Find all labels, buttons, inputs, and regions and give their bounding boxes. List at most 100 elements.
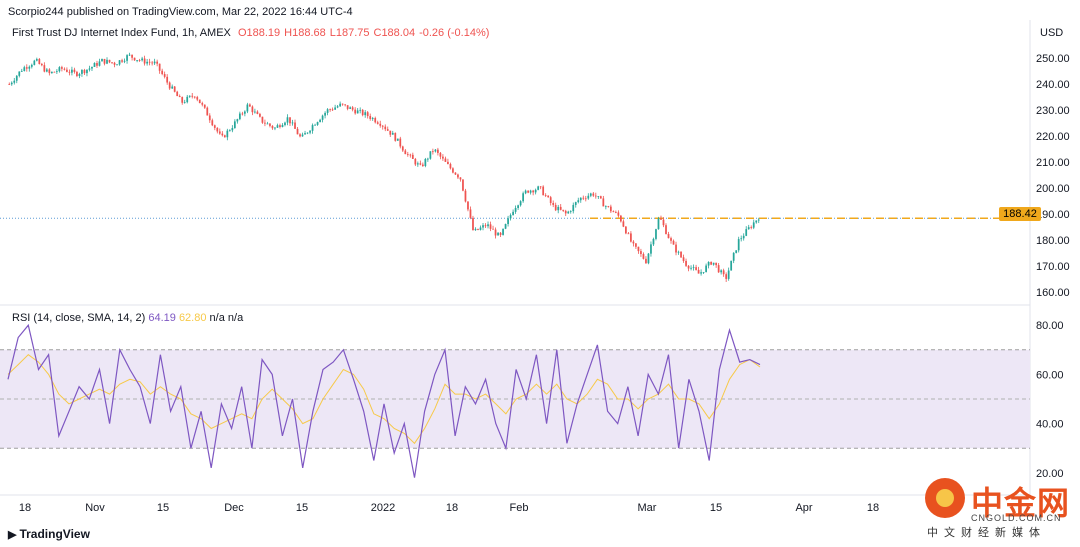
candle-body bbox=[396, 138, 399, 141]
candle-body bbox=[715, 262, 718, 266]
candle-body bbox=[547, 195, 550, 198]
candle-body bbox=[20, 70, 23, 72]
candle-body bbox=[635, 243, 637, 247]
candle-body bbox=[432, 151, 434, 153]
candle-body bbox=[457, 174, 459, 178]
candle-body bbox=[226, 130, 229, 138]
candle-body bbox=[700, 272, 702, 274]
candle-body bbox=[351, 107, 354, 110]
candle-body bbox=[218, 131, 221, 134]
candle-body bbox=[186, 96, 189, 103]
candle-body bbox=[294, 122, 296, 129]
candle-body bbox=[68, 71, 71, 73]
candle-body bbox=[231, 127, 234, 131]
candle-body bbox=[73, 69, 76, 72]
candle-body bbox=[722, 270, 725, 275]
candle-body bbox=[221, 133, 224, 136]
time-tick-label: 18 bbox=[446, 502, 458, 514]
candle-body bbox=[614, 212, 617, 213]
candle-body bbox=[344, 104, 347, 106]
candle-body bbox=[166, 76, 169, 83]
candle-body bbox=[86, 69, 88, 74]
candle-body bbox=[361, 109, 364, 116]
candle-body bbox=[138, 60, 141, 61]
candle-body bbox=[128, 54, 131, 56]
candle-body bbox=[444, 158, 447, 162]
candle-body bbox=[426, 158, 429, 160]
candle-body bbox=[181, 97, 184, 103]
candle-body bbox=[670, 238, 672, 241]
candle-body bbox=[35, 59, 38, 61]
time-tick-label: Feb bbox=[510, 502, 529, 514]
candle-body bbox=[133, 57, 136, 61]
candle-body bbox=[477, 228, 479, 230]
candle-body bbox=[341, 103, 344, 105]
candle-body bbox=[10, 82, 13, 85]
cngold-url: CNGOLD.COM.CN bbox=[971, 513, 1062, 523]
candle-body bbox=[732, 252, 735, 261]
candle-body bbox=[329, 109, 331, 111]
candle-body bbox=[88, 68, 91, 70]
candle-body bbox=[78, 73, 81, 76]
candle-body bbox=[319, 119, 321, 123]
candle-body bbox=[717, 265, 720, 273]
candle-body bbox=[667, 234, 670, 239]
candle-body bbox=[264, 122, 266, 124]
candle-body bbox=[336, 106, 339, 108]
candle-body bbox=[50, 71, 53, 74]
candle-body bbox=[151, 62, 154, 64]
candle-body bbox=[118, 60, 121, 65]
time-tick-label: 15 bbox=[157, 502, 169, 514]
candle-body bbox=[153, 61, 156, 64]
candle-body bbox=[183, 102, 186, 103]
candle-body bbox=[424, 159, 427, 167]
candle-body bbox=[171, 86, 174, 89]
candle-body bbox=[599, 196, 602, 199]
candle-body bbox=[682, 257, 685, 261]
time-tick-label: Dec bbox=[224, 502, 244, 514]
candle-body bbox=[542, 186, 545, 196]
candle-body bbox=[384, 126, 387, 130]
candle-body bbox=[289, 117, 291, 124]
candle-body bbox=[549, 197, 552, 203]
candle-body bbox=[30, 64, 33, 67]
candle-body bbox=[176, 91, 179, 97]
candle-body bbox=[612, 211, 615, 213]
candle-body bbox=[720, 270, 723, 273]
candle-body bbox=[637, 246, 640, 252]
candle-body bbox=[126, 55, 128, 61]
candle-body bbox=[379, 123, 382, 126]
ohlc-change: -0.26 (-0.14%) bbox=[419, 27, 490, 39]
price-tick-label: 240.00 bbox=[1036, 79, 1070, 91]
candle-body bbox=[622, 221, 625, 227]
candle-body bbox=[702, 271, 705, 273]
candle-body bbox=[469, 209, 472, 218]
candle-body bbox=[587, 195, 590, 199]
candle-body bbox=[672, 240, 675, 245]
candle-body bbox=[211, 120, 214, 126]
candle-body bbox=[710, 261, 712, 265]
candle-body bbox=[306, 132, 309, 134]
candle-body bbox=[690, 267, 692, 269]
candle-body bbox=[685, 260, 687, 266]
candle-body bbox=[279, 125, 281, 128]
price-tick-label: 210.00 bbox=[1036, 157, 1070, 169]
tradingview-logo[interactable]: ▶ TradingView bbox=[8, 527, 90, 541]
candle-body bbox=[246, 104, 249, 112]
candle-body bbox=[655, 229, 657, 239]
candle-body bbox=[251, 106, 254, 113]
cngold-tagline: 中文财经新媒体 bbox=[927, 527, 1046, 539]
candle-body bbox=[411, 154, 414, 159]
ohlc-open: O188.19 bbox=[237, 27, 281, 39]
candle-body bbox=[391, 132, 394, 135]
candle-body bbox=[389, 130, 392, 135]
candle-body bbox=[449, 164, 452, 169]
candle-body bbox=[108, 59, 111, 63]
candle-body bbox=[71, 69, 73, 73]
candle-body bbox=[584, 198, 587, 200]
candle-body bbox=[25, 67, 28, 69]
candle-body bbox=[254, 111, 256, 113]
candle-body bbox=[309, 130, 311, 133]
candle-body bbox=[497, 232, 499, 236]
